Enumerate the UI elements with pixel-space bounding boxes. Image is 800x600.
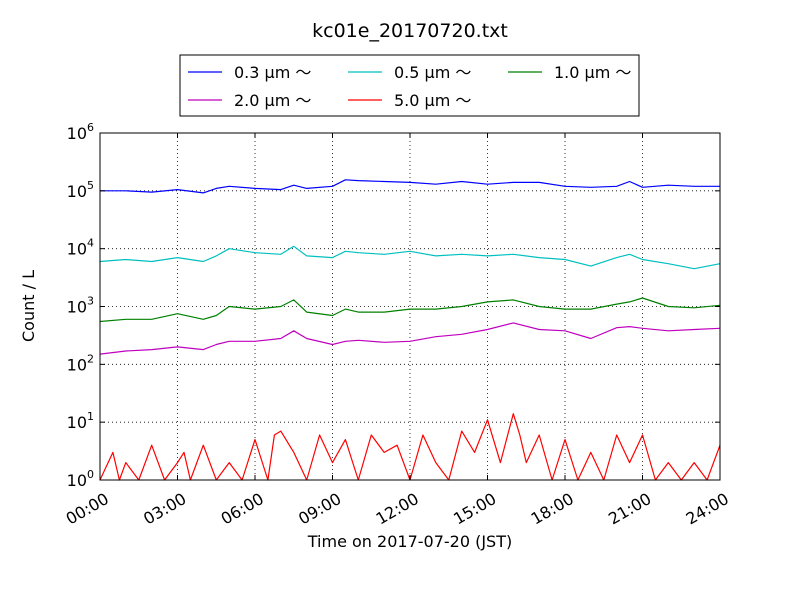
y-tick-label: 103	[67, 295, 94, 317]
y-tick-label: 101	[67, 410, 94, 432]
series-line-3	[99, 297, 721, 323]
x-tick-label: 21:00	[605, 489, 654, 529]
x-tick-label: 09:00	[295, 489, 344, 529]
legend: 0.3 μm ～ 0.5 μm ～ 1.0 μm ～ 2.0 μm ～ 5.0 μm ～	[179, 54, 640, 117]
grid	[100, 133, 720, 480]
legend-label: 1.0 μm ～	[554, 63, 631, 82]
series-line-5	[99, 413, 721, 481]
x-tick-label: 15:00	[450, 489, 499, 529]
x-tick-label: 03:00	[140, 489, 189, 529]
series-layer	[99, 179, 721, 481]
y-tick-label: 102	[67, 352, 94, 374]
x-tick-label: 24:00	[683, 489, 732, 529]
x-axis-label: Time on 2017-07-20 (JST)	[307, 532, 512, 551]
x-tick-label: 18:00	[528, 489, 577, 529]
legend-label: 0.5 μm ～	[394, 63, 471, 82]
series-line-2	[99, 245, 721, 270]
x-tick-label: 12:00	[373, 489, 422, 529]
x-tick-label: 06:00	[218, 489, 267, 529]
legend-label: 2.0 μm ～	[234, 91, 311, 110]
y-tick-label: 106	[67, 121, 94, 143]
chart-title: kc01e_20170720.txt	[312, 20, 508, 42]
legend-label: 0.3 μm ～	[234, 63, 311, 82]
y-tick-label: 100	[67, 468, 94, 490]
y-tick-label: 105	[67, 179, 94, 201]
series-line-4	[99, 322, 721, 355]
legend-box	[179, 54, 640, 117]
legend-label: 5.0 μm ～	[394, 91, 471, 110]
y-axis-label: Count / L	[19, 270, 38, 342]
x-tick-label: 00:00	[63, 489, 112, 529]
series-line-1	[100, 179, 720, 194]
y-tick-label: 104	[67, 237, 94, 259]
